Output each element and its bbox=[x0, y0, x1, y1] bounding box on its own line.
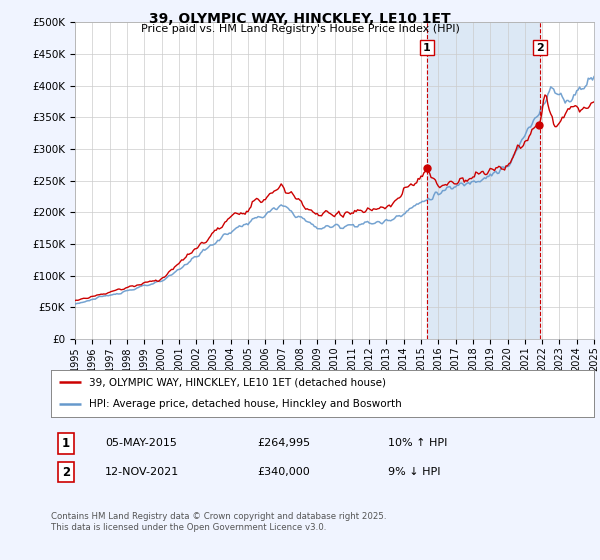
Text: 2: 2 bbox=[536, 43, 544, 53]
Text: Contains HM Land Registry data © Crown copyright and database right 2025.
This d: Contains HM Land Registry data © Crown c… bbox=[51, 512, 386, 532]
Text: 10% ↑ HPI: 10% ↑ HPI bbox=[388, 438, 447, 449]
Text: £264,995: £264,995 bbox=[257, 438, 310, 449]
Bar bbox=[427, 22, 540, 339]
Text: Price paid vs. HM Land Registry's House Price Index (HPI): Price paid vs. HM Land Registry's House … bbox=[140, 24, 460, 34]
Text: HPI: Average price, detached house, Hinckley and Bosworth: HPI: Average price, detached house, Hinc… bbox=[89, 399, 402, 409]
Text: 9% ↓ HPI: 9% ↓ HPI bbox=[388, 467, 440, 477]
Text: £340,000: £340,000 bbox=[257, 467, 310, 477]
Text: 1: 1 bbox=[423, 43, 431, 53]
Text: 05-MAY-2015: 05-MAY-2015 bbox=[106, 438, 177, 449]
Text: 39, OLYMPIC WAY, HINCKLEY, LE10 1ET: 39, OLYMPIC WAY, HINCKLEY, LE10 1ET bbox=[149, 12, 451, 26]
Text: 12-NOV-2021: 12-NOV-2021 bbox=[106, 467, 179, 477]
Text: 2: 2 bbox=[62, 466, 70, 479]
Text: 39, OLYMPIC WAY, HINCKLEY, LE10 1ET (detached house): 39, OLYMPIC WAY, HINCKLEY, LE10 1ET (det… bbox=[89, 377, 386, 388]
Text: 1: 1 bbox=[62, 437, 70, 450]
